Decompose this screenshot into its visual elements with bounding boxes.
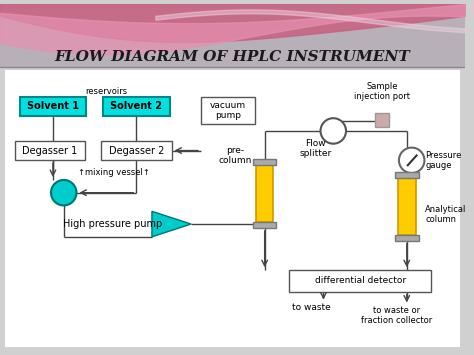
Bar [253, 222, 276, 228]
Bar [253, 159, 276, 165]
Text: differential detector: differential detector [315, 277, 406, 285]
Text: High pressure pump: High pressure pump [63, 219, 163, 229]
Polygon shape [152, 211, 191, 237]
Bar [101, 141, 172, 160]
Text: Solvent 2: Solvent 2 [110, 102, 162, 111]
Bar [289, 270, 431, 292]
Bar [256, 165, 273, 222]
Bar [5, 70, 460, 346]
Text: FLOW DIAGRAM OF HPLC INSTRUMENT: FLOW DIAGRAM OF HPLC INSTRUMENT [55, 50, 410, 64]
Circle shape [320, 118, 346, 144]
Text: Analytical
column: Analytical column [425, 204, 467, 224]
Text: reservoirs: reservoirs [85, 87, 127, 96]
Text: Degasser 2: Degasser 2 [109, 146, 164, 155]
Text: Flow
splitter: Flow splitter [300, 139, 332, 158]
Bar [103, 97, 170, 116]
Bar [201, 97, 255, 124]
Circle shape [399, 148, 424, 173]
Text: Degasser 1: Degasser 1 [22, 146, 78, 155]
Circle shape [51, 180, 76, 206]
Text: Solvent 1: Solvent 1 [27, 102, 79, 111]
Bar [398, 178, 416, 235]
Text: to waste or
fraction collector: to waste or fraction collector [361, 306, 433, 325]
Text: Sample
injection port: Sample injection port [354, 82, 410, 102]
Bar [0, 4, 465, 67]
Bar [375, 113, 389, 127]
Bar [19, 97, 86, 116]
Text: to waste: to waste [292, 303, 331, 312]
Text: Pressure
gauge: Pressure gauge [425, 151, 462, 170]
Text: vacuum
pump: vacuum pump [210, 101, 246, 120]
Bar [395, 172, 419, 178]
Text: ↑mixing vessel↑: ↑mixing vessel↑ [78, 168, 150, 176]
Bar [15, 141, 85, 160]
Bar [395, 235, 419, 241]
Text: pre-
column: pre- column [219, 146, 252, 165]
